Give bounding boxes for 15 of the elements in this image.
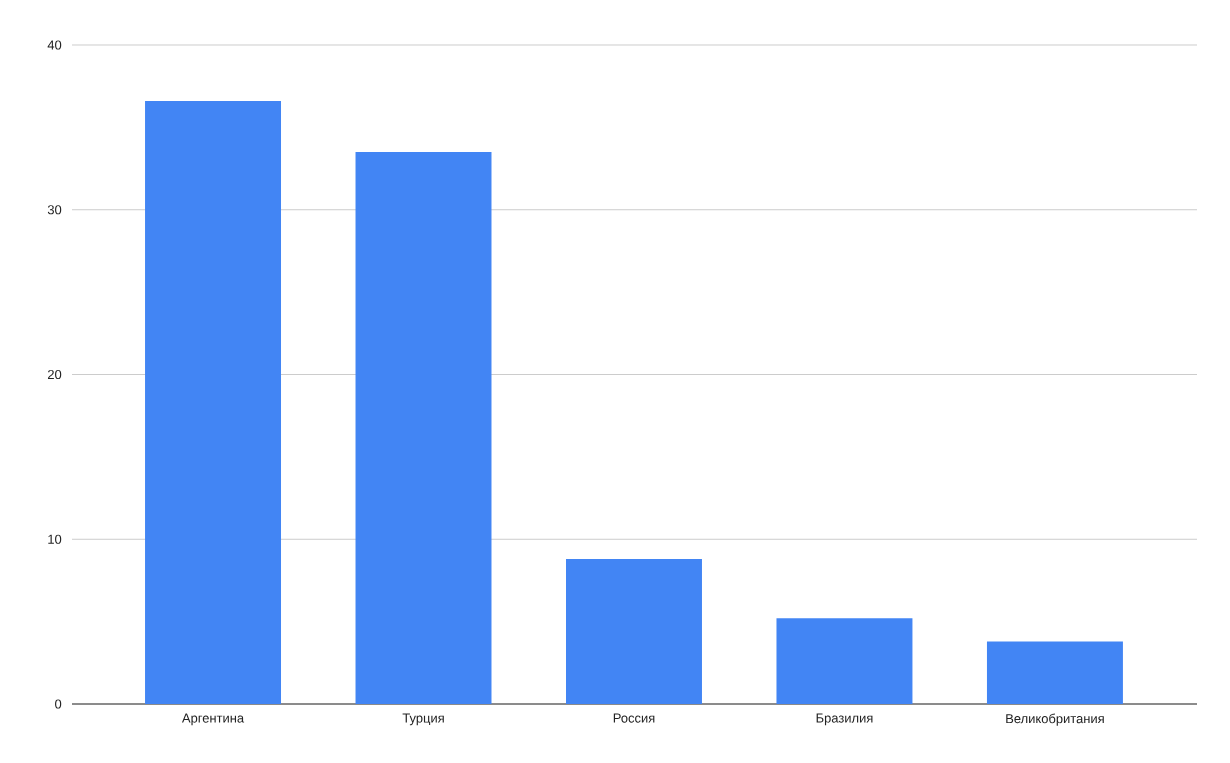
bar xyxy=(986,641,1123,704)
y-tick-label: 20 xyxy=(47,369,62,380)
x-tick-label: Бразилия xyxy=(816,713,873,726)
bar xyxy=(566,559,702,704)
x-tick-label: Великобритания xyxy=(1006,713,1104,726)
bar xyxy=(355,152,492,704)
y-tick-label: 30 xyxy=(47,205,62,215)
bar xyxy=(145,101,282,704)
bar xyxy=(776,618,913,704)
y-tick-label: 10 xyxy=(48,534,62,544)
x-tick-label: Россия xyxy=(613,713,655,723)
y-tick-label: 40 xyxy=(47,40,62,50)
x-tick-label: Турция xyxy=(402,713,444,726)
y-tick-label: 0 xyxy=(55,699,62,709)
x-tick-label: Аргентина xyxy=(181,713,245,726)
